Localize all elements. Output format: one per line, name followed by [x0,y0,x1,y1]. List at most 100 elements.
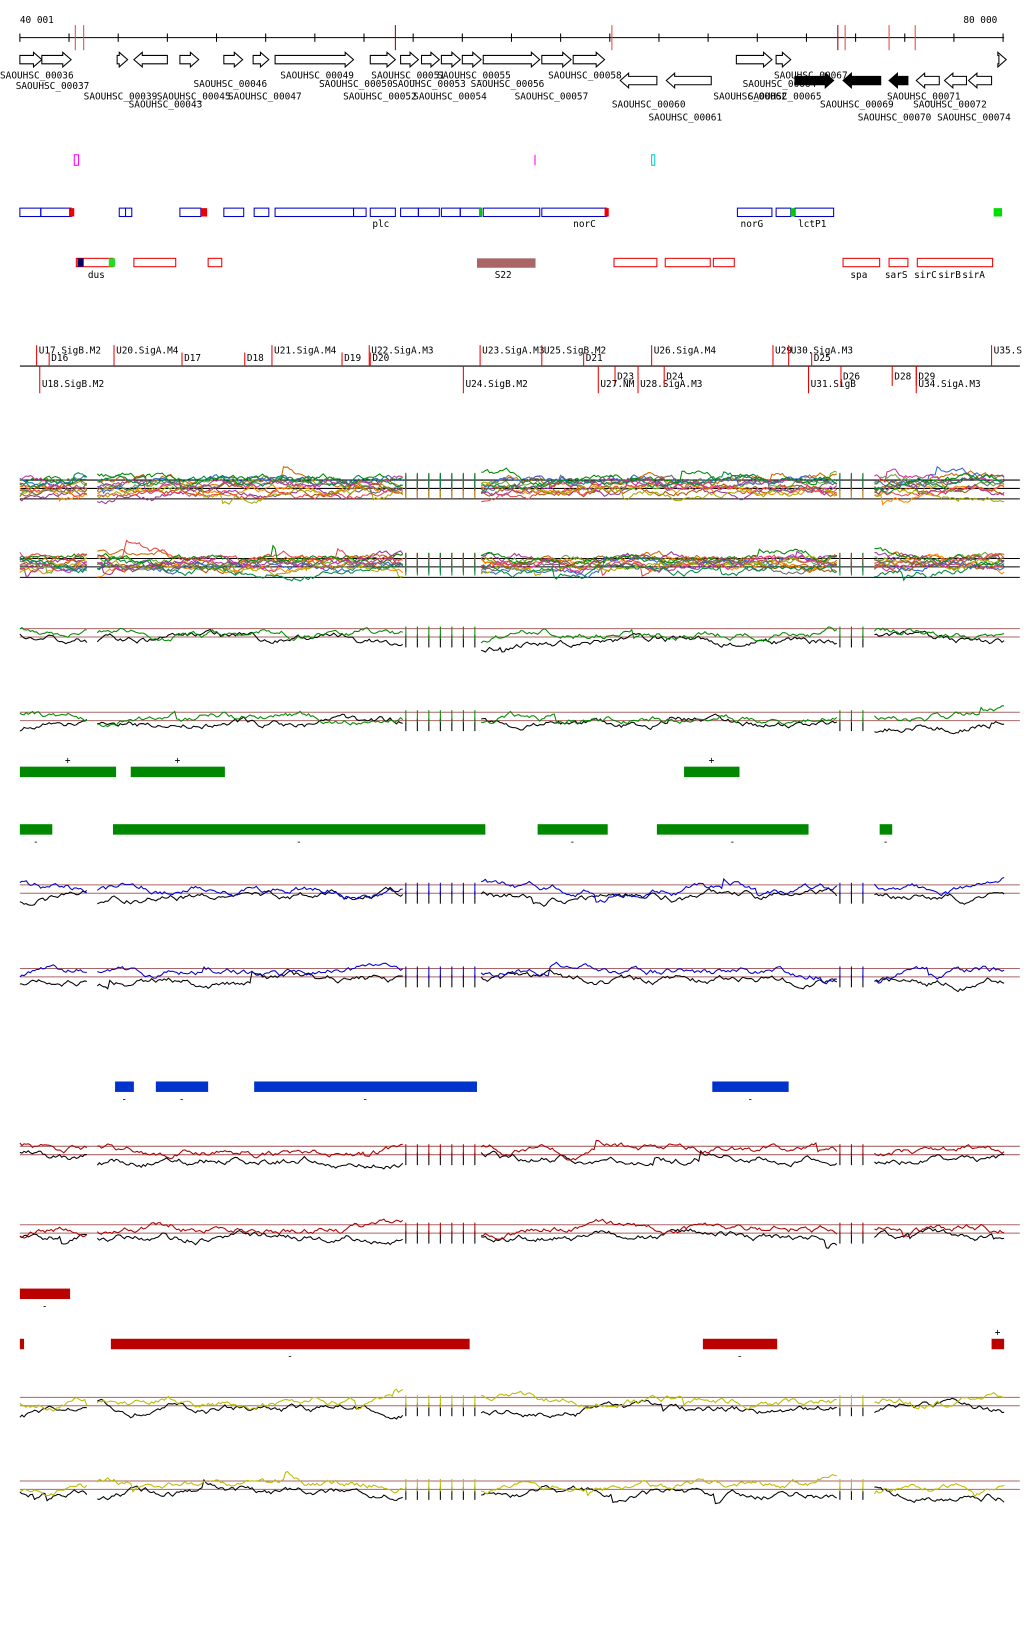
trace [874,552,1005,567]
annotation-box [775,207,792,218]
sign-label: + [995,1328,1001,1339]
gene-label: SAOUHSC_00062 [713,91,787,102]
trace [19,979,87,987]
trace [96,1470,403,1494]
trace [480,1139,838,1161]
trace [19,710,87,722]
trace [19,1405,87,1418]
annotation-box [736,207,773,218]
gene-label: SAOUHSC_00069 [820,100,894,111]
feature-label: sirB [938,270,961,281]
trace [19,476,88,495]
trace [480,877,838,903]
gene-arrow [775,51,792,69]
trace [19,558,88,574]
trace [874,555,1005,567]
segment-label: U17.SigB.M2 [39,346,101,357]
trace [97,1143,403,1160]
segment-label: D20 [372,353,389,364]
gene-arrow [572,51,606,69]
gene-label: SAOUHSC_00043 [129,100,203,111]
trace [874,1223,1005,1238]
annotation-box [253,207,270,218]
sign-label: - [121,1094,127,1105]
significance-bar [155,1081,209,1092]
trace [19,1396,88,1412]
trace [97,557,404,582]
gene-arrow [997,51,1008,69]
trace [874,470,1005,487]
trace [480,474,838,494]
segment-label: U25.SigB.M2 [544,346,606,357]
trace [19,475,87,486]
trace [874,486,1005,503]
significance-bar [19,766,117,778]
trace [480,961,837,985]
sign-label: - [737,1352,743,1363]
sign-label: - [730,837,736,848]
gene-label: SAOUHSC_00065 [748,91,822,102]
gene-label: SAOUHSC_00049 [280,70,354,81]
red-box [664,257,711,268]
red-box [133,257,177,268]
trace [480,555,838,573]
gene-label: SAOUHSC_00060 [612,100,686,111]
annotation-fill [790,208,795,217]
trace [96,970,403,990]
trace [480,887,838,907]
trace [481,632,837,653]
significance-bar [879,824,893,835]
trace [96,882,403,901]
trace [481,1218,838,1240]
gene-arrow [223,51,244,69]
gene-label: SAOUHSC_00051 [371,70,445,81]
segment-label: U23.SigA.M3 [482,346,544,357]
trace [19,880,87,894]
trace [19,557,88,573]
segment-label: D21 [586,353,603,364]
segment-label: D28 [894,372,911,383]
ruler-start: 40 001 [20,15,54,26]
annotation-box [223,207,245,218]
trace [96,1388,403,1411]
gene-label: SAOUHSC_00037 [16,81,90,92]
gene-label: SAOUHSC_00039 [84,91,158,102]
trace [19,1233,87,1245]
gene-arrow [665,72,712,90]
feature-label: dus [88,270,105,281]
trace [480,548,838,572]
annotation-fill [200,208,208,217]
feature-label: norG [741,219,764,230]
annotation-box [124,207,133,218]
gene-label: SAOUHSC_00074 [937,112,1011,123]
trace [480,1399,837,1419]
gene-arrow [179,51,200,69]
segment-label: U26.SigA.M4 [654,346,717,357]
red-box [613,257,658,268]
significance-bar [537,824,608,835]
gene-arrow [461,51,482,69]
significance-bar [130,766,225,778]
trace [19,557,88,577]
trace [97,713,403,730]
trace [481,1228,838,1249]
gene-label: SAOUHSC_00056 [471,79,545,90]
trace [96,482,403,505]
red-box [916,257,994,268]
trace [480,626,838,644]
trace [874,1153,1005,1166]
trace [96,628,403,647]
significance-bar [110,1338,470,1350]
segment-label: U27.NM [600,379,634,390]
segment-label: D19 [344,353,361,364]
segment-label: D29 [918,372,935,383]
gene-arrow [133,51,168,69]
gene-arrow [541,51,572,69]
segment-label: D17 [184,353,201,364]
segment-label: U31.SigB [811,379,857,390]
gene-arrow [400,51,420,69]
trace [874,720,1005,735]
segment-label: U29 [775,346,792,357]
gene-label: SAOUHSC_00053 [392,79,466,90]
